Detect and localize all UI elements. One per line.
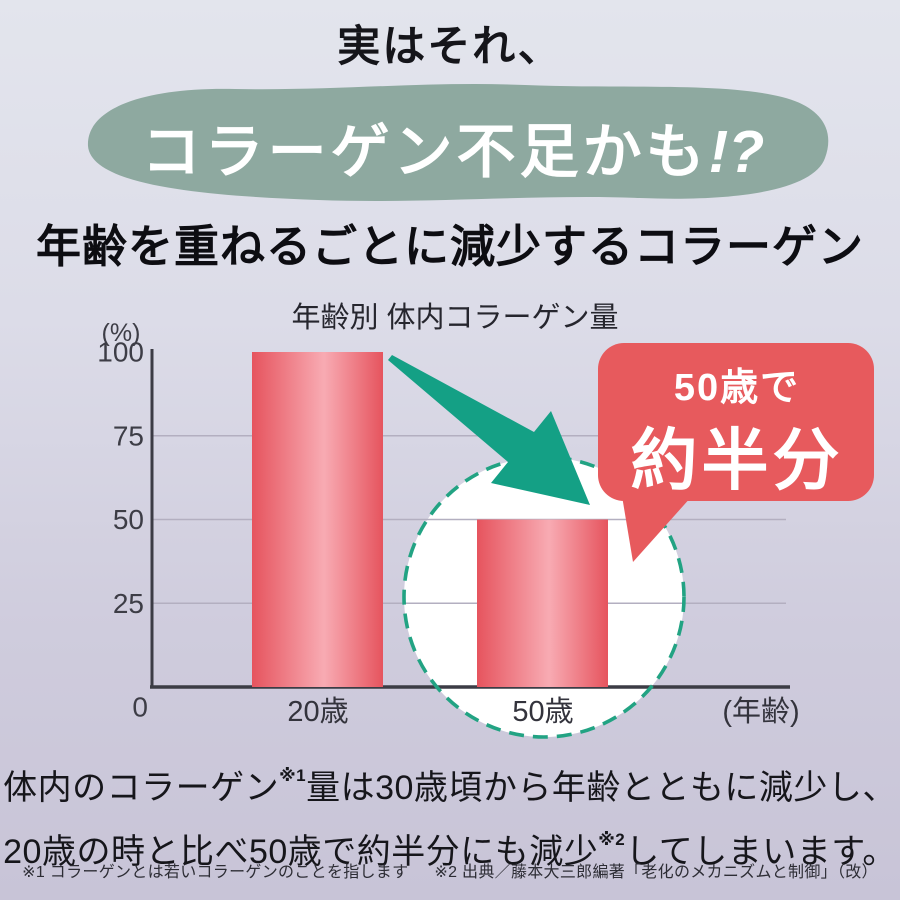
body-line1-text: 体内のコラーゲン — [3, 769, 280, 807]
headline-bang: !? — [708, 119, 765, 185]
footnotes: ※1 コラーゲンとは若いコラーゲンのことを指します ※2 出典／藤本大三郎編著「老… — [0, 858, 900, 882]
body-copy: 体内のコラーゲン※1量は30歳頃から年齢とともに減少し、 20歳の時と比べ50歳… — [0, 750, 900, 878]
headline-bubble-text: コラーゲン不足かも!? — [0, 104, 900, 189]
body-line2-text: 20歳の時と比べ50歳で約半分にも減少 — [3, 833, 599, 871]
body-line1-text2: 量は30歳頃から年齢とともに減少し、 — [306, 769, 897, 807]
body-line-2: 20歳の時と比べ50歳で約半分にも減少※2してしまいます。 — [0, 814, 900, 878]
footnote-1: ※1 コラーゲンとは若いコラーゲンのことを指します — [22, 864, 409, 881]
chart-bar — [252, 352, 383, 687]
x-axis-label: (年齢) — [722, 695, 799, 728]
headline-blob — [87, 84, 829, 201]
chart-title: 年齢別 体内コラーゲン量 — [291, 301, 618, 334]
y-tick-label: 100 — [97, 337, 144, 368]
headline-main: コラーゲン不足かも — [141, 119, 709, 185]
x-tick-label: 20歳 — [287, 695, 348, 728]
body-line2-sup: ※2 — [598, 830, 626, 849]
y-tick-label: 75 — [113, 420, 144, 451]
body-line-1: 体内のコラーゲン※1量は30歳頃から年齢とともに減少し、 — [0, 750, 900, 814]
decline-arrow-icon — [388, 355, 590, 505]
y-tick-label: 50 — [113, 504, 144, 535]
body-line1-sup: ※1 — [279, 766, 307, 785]
bubble-annotation-line1: 50歳で — [674, 367, 800, 409]
blob-shape — [87, 84, 829, 201]
y-tick-label: 25 — [113, 588, 144, 619]
section-heading: 年齢を重ねるごとに減少するコラーゲン — [35, 221, 864, 272]
y-tick-zero: 0 — [132, 692, 148, 723]
y-axis-unit-label: (%) — [102, 319, 141, 347]
chart-bar — [477, 519, 608, 687]
footnote-2: ※2 出典／藤本大三郎編著「老化のメカニズムと制御」（改） — [434, 864, 878, 881]
body-line2-text2: してしまいます。 — [625, 833, 897, 871]
intro-line: 実はそれ、 — [337, 23, 563, 71]
speech-bubble-tail — [622, 496, 692, 562]
collagen-bar-chart: 年齢別 体内コラーゲン量 (%) 100 75 50 25 0 20歳 50歳 … — [97, 301, 874, 739]
speech-bubble — [598, 343, 874, 501]
bubble-annotation-line2: 約半分 — [631, 424, 844, 499]
x-tick-label: 50歳 — [512, 695, 573, 728]
